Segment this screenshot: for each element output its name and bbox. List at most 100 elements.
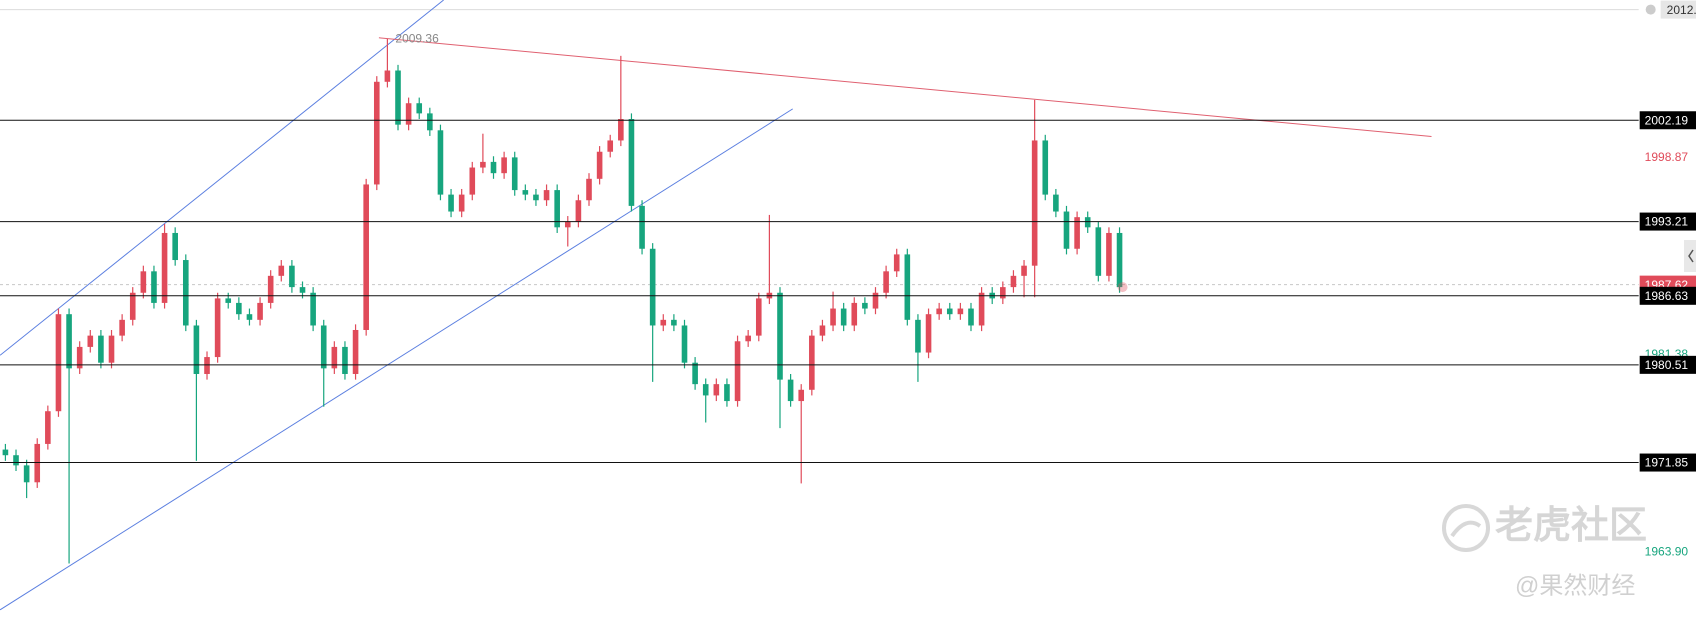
trendline [378,37,1432,138]
candle-body [862,302,868,309]
candle-body [639,205,645,249]
candle-body [915,319,921,353]
candle-body [925,314,932,353]
candle-body [182,260,189,326]
candle-body [1084,217,1091,228]
candle-body [458,194,465,212]
candle-body [1021,265,1027,276]
candle-body [140,271,147,293]
candle-body [554,190,560,228]
candle-body [1053,194,1059,212]
watermark-logo [1450,520,1482,538]
alarm-icon [1645,4,1656,15]
candle-body [522,190,529,195]
candle-body [575,200,582,222]
candle-body [416,103,423,114]
price-label-box [1639,111,1696,130]
candle-body [66,314,72,369]
candle-body [352,329,359,374]
candle-body [543,190,550,201]
candle-body [204,357,210,374]
candle-body [76,346,83,369]
candle-body [978,292,985,326]
candle-body [278,265,285,276]
candle-body [490,161,497,174]
price-label: 1998.87 [1645,150,1689,164]
price-label-box [1639,453,1696,472]
candle-body [511,157,518,191]
candle-body [34,443,41,483]
candle-body [55,314,62,412]
candle-body [596,151,603,179]
trendline [0,108,793,611]
candle-body [161,232,168,303]
candle-body [681,325,688,363]
candle-body [236,302,242,315]
candle-body [384,70,391,82]
price-label: 1963.90 [1645,544,1689,558]
watermark-logo [1442,504,1490,552]
watermark: 老虎社区 [1495,505,1647,547]
candle-body [172,232,178,261]
price-label: 1993.21 [1645,215,1689,229]
price-label: 1971.85 [1645,456,1689,470]
candle-body [108,335,115,363]
candle-body [968,308,974,326]
candle-body [734,341,741,402]
candle-body [819,325,826,336]
candle-body [448,194,454,212]
price-label-box [1639,355,1696,374]
candle-body [310,292,316,326]
candle-body [1116,232,1123,288]
candle-body [745,335,751,342]
candle-body [830,308,836,326]
candle-body [427,113,433,131]
candle-body [1031,140,1038,266]
candle-body [883,271,889,293]
candle-body [1042,140,1049,195]
candle-body [45,411,51,444]
candle-body [586,178,592,201]
candle-body [618,119,624,141]
candle-body [23,465,30,483]
price-label: 2012.00 [1667,3,1696,17]
candle-body [437,130,444,195]
candle-body [671,319,677,326]
candle-body [1010,275,1017,288]
candle-body [564,221,571,228]
candle-body [299,287,306,293]
candle-body [1063,211,1070,249]
current-dot [1117,282,1128,293]
candle-body [692,362,698,385]
candle-body [373,81,380,185]
candle-body [607,140,614,152]
candle-body [193,325,200,374]
price-label: 1986.63 [1645,289,1689,303]
candle-body [809,335,815,390]
candle-body [501,157,507,174]
candle-body [946,308,953,315]
candle-body [798,389,805,402]
candle-body [713,384,720,396]
collapse-button[interactable] [1684,240,1696,272]
candle-body [787,379,794,402]
candle-body [119,319,125,336]
candle-body [151,271,157,303]
candle-body [225,298,232,303]
candle-body [257,302,263,320]
price-label: 2002.19 [1645,113,1689,127]
watermark: @果然财经 [1515,572,1635,599]
candle-body [395,70,401,125]
candle-body [405,103,412,125]
candle-body [289,265,295,288]
price-label-box [1660,0,1696,19]
candle-body [129,292,136,320]
candle-body [851,302,858,326]
candle-body [331,346,338,369]
collapse-icon [1688,249,1694,263]
candle-body [1074,217,1080,249]
candle-body [724,384,730,402]
candle-body [660,319,667,326]
